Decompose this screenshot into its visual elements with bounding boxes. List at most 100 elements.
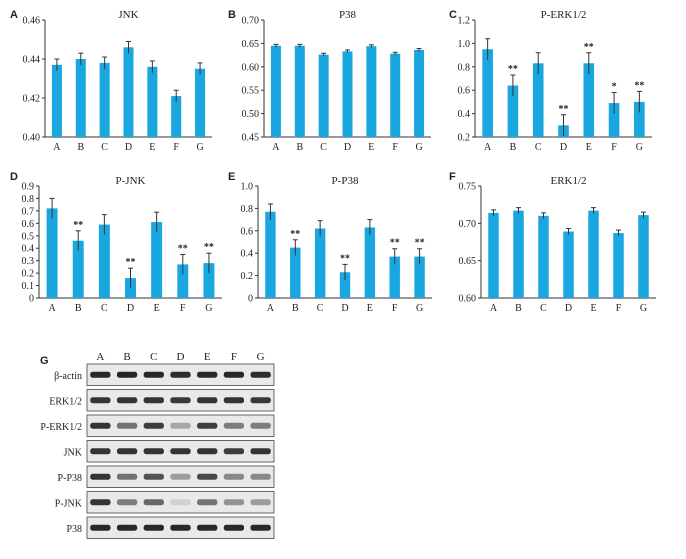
chart-panel-c: C P-ERK1/2 0.2 0.4 0.6 0.8 1.0 1.2 A ** B C ** D ** E * F… [449,9,652,153]
x-tick-label: G [196,142,203,153]
y-tick-label: 0.8 [458,62,471,73]
bar-f [171,96,182,137]
y-tick-label: 1.0 [458,39,471,50]
bar-e [588,210,599,298]
bar-g [195,68,206,137]
bar-a [488,212,499,298]
chart-panel-f: F ERK1/2 0.60 0.65 0.70 0.75 A B C D E F G [449,171,656,314]
significance-marker: ** [559,104,569,115]
bar-d [339,272,351,298]
bar-a [51,64,62,137]
x-tick-label: F [180,303,186,314]
y-tick-label: 0.45 [242,133,260,144]
y-tick-label: 0.42 [23,94,41,105]
panel-letter: E [228,171,235,183]
x-tick-label: G [636,142,643,153]
bar-a [265,211,276,298]
x-tick-label: A [272,142,280,153]
y-tick-label: 0.6 [22,219,35,230]
x-tick-label: D [565,303,572,314]
y-tick-label: 0.46 [23,16,41,27]
bar-g [638,215,649,298]
y-tick-label: 0.65 [242,39,260,50]
y-tick-label: 0.9 [22,182,35,193]
bar-a [482,49,493,137]
bar-f [613,233,624,298]
x-tick-label: A [490,303,498,314]
chart-panel-b: B P38 0.45 0.50 0.55 0.60 0.65 0.70 A B C D E F G [228,9,431,153]
bar-f [608,103,620,137]
bar-f [390,53,401,137]
chart-panel-a: A JNK 0.40 0.42 0.44 0.46 A B C D E F G [10,9,212,153]
chart-title: P-ERK1/2 [541,9,587,21]
x-tick-label: E [590,303,596,314]
x-tick-label: F [611,142,617,153]
x-tick-label: E [149,142,155,153]
x-tick-label: E [586,142,592,153]
panel-letter: F [449,171,456,183]
bar-c [99,62,110,137]
bar-g [634,101,645,137]
x-tick-label: C [540,303,547,314]
chart-title: P38 [339,9,357,21]
y-tick-label: 0.60 [459,294,477,305]
x-tick-label: B [292,303,299,314]
x-tick-label: B [510,142,517,153]
x-tick-label: D [560,142,567,153]
bar-b [294,45,305,137]
x-tick-label: B [77,142,84,153]
y-tick-label: 0.65 [459,256,477,267]
x-tick-label: F [616,303,622,314]
panel-letter: B [228,9,236,21]
bar-g [414,49,425,138]
x-tick-label: F [173,142,179,153]
bar-c [318,54,329,137]
y-tick-label: 0.8 [22,194,35,205]
y-tick-label: 0.8 [241,204,254,215]
y-tick-label: 0.2 [241,271,254,282]
y-tick-label: 0.7 [22,206,35,217]
significance-marker: ** [204,242,214,253]
bar-a [46,208,58,298]
significance-marker: ** [415,238,425,249]
x-tick-label: C [535,142,542,153]
y-tick-label: 0.40 [23,133,41,144]
chart-title: P-JNK [116,175,146,187]
y-tick-label: 0.60 [242,62,260,73]
x-tick-label: A [484,142,492,153]
bar-e [364,227,376,298]
x-tick-label: F [392,142,398,153]
y-tick-label: 0.1 [22,281,35,292]
bar-b [290,247,301,298]
bar-c [314,228,326,298]
y-tick-label: 0 [248,294,253,305]
bar-c [98,224,110,298]
bar-c [538,215,549,298]
bar-d [563,231,574,298]
significance-marker: ** [508,64,518,75]
x-tick-label: B [515,303,522,314]
x-tick-label: C [101,142,108,153]
x-tick-label: C [101,303,108,314]
bar-g [414,256,425,298]
x-tick-label: B [296,142,303,153]
bar-b [72,240,84,298]
x-tick-label: A [267,303,275,314]
chart-title: ERK1/2 [550,175,586,187]
bar-d [342,51,353,137]
chart-panel-d: D P-JNK 0 0.10.2 0.30.4 0.50.6 0.70.80.9 A ** B C *… [10,171,222,314]
panel-letter: A [10,9,18,21]
x-tick-label: D [344,142,351,153]
x-tick-label: E [367,303,373,314]
bar-e [366,46,377,137]
x-tick-label: C [317,303,324,314]
significance-marker: ** [634,80,644,91]
significance-marker: ** [584,42,594,53]
bar-b [75,59,86,137]
x-tick-label: A [48,303,56,314]
bar-e [583,63,595,137]
significance-marker: * [612,82,617,93]
x-tick-label: G [205,303,212,314]
y-tick-label: 0.4 [22,244,35,255]
y-tick-label: 0.50 [242,109,260,120]
